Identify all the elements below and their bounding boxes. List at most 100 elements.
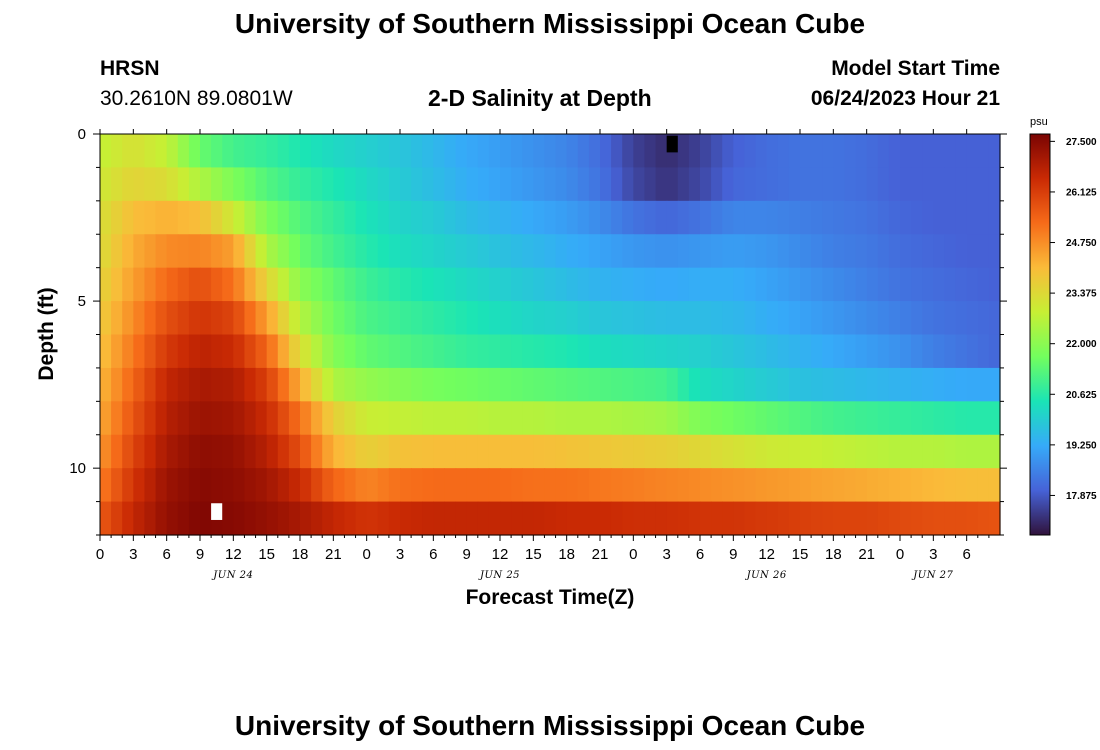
heatmap-cell <box>422 134 434 169</box>
heatmap-cell <box>733 367 746 402</box>
heatmap-cell <box>133 468 146 503</box>
heatmap-cell <box>977 134 990 169</box>
heatmap-cell <box>611 301 623 336</box>
heatmap-cell <box>788 501 801 536</box>
heatmap-cell <box>644 401 657 436</box>
x-tick-label: 0 <box>362 546 370 563</box>
heatmap-cell <box>288 468 301 503</box>
heatmap-cell <box>811 468 823 503</box>
heatmap-cell <box>655 367 668 402</box>
heatmap-cell <box>111 200 123 235</box>
heatmap-cell <box>688 134 701 169</box>
heatmap-cell <box>266 200 279 235</box>
heatmap-cell <box>711 468 723 503</box>
heatmap-cell <box>711 334 723 369</box>
heatmap-cell <box>300 301 312 336</box>
heatmap-cell <box>644 367 657 402</box>
x-tick-label: 18 <box>292 546 309 563</box>
heatmap-cell <box>844 334 857 369</box>
heatmap-cell <box>522 301 534 336</box>
model-start-value: 06/24/2023 Hour 21 <box>810 87 1000 110</box>
heatmap-cell <box>400 401 412 436</box>
heatmap-cell <box>722 134 734 169</box>
heatmap-cell <box>988 334 1001 369</box>
heatmap-cell <box>600 301 612 336</box>
heatmap-cell <box>111 167 123 202</box>
heatmap-cell <box>133 267 146 302</box>
heatmap-cell <box>255 234 268 269</box>
heatmap-cell <box>844 234 857 269</box>
heatmap-cell <box>966 301 979 336</box>
heatmap-cell <box>566 167 579 202</box>
heatmap-cell <box>411 134 423 169</box>
heatmap-cell <box>500 167 512 202</box>
heatmap-cell <box>400 501 412 536</box>
heatmap-cell <box>533 401 546 436</box>
heatmap-cell <box>255 367 268 402</box>
heatmap-cell <box>488 167 501 202</box>
heatmap-cell <box>677 334 690 369</box>
heatmap-cell <box>633 501 646 536</box>
heatmap-cell <box>855 134 868 169</box>
heatmap-cell <box>411 501 423 536</box>
heatmap-cell <box>800 434 812 469</box>
heatmap-cell <box>911 267 923 302</box>
x-tick-label: 3 <box>929 546 937 563</box>
x-tick-label: 18 <box>558 546 575 563</box>
heatmap-cell <box>355 167 368 202</box>
heatmap-cell <box>255 267 268 302</box>
heatmap-cell <box>600 267 612 302</box>
heatmap-cell <box>200 367 212 402</box>
heatmap-cell <box>500 134 512 169</box>
heatmap-cell <box>744 434 757 469</box>
heatmap-cell <box>777 301 790 336</box>
heatmap-cell <box>277 200 290 235</box>
heatmap-cell <box>833 468 846 503</box>
heatmap-cell <box>544 134 557 169</box>
heatmap-cell <box>555 301 568 336</box>
heatmap-cell <box>466 267 479 302</box>
heatmap-cell <box>100 267 112 302</box>
heatmap-cell <box>522 267 534 302</box>
heatmap-cell <box>255 167 268 202</box>
heatmap-cell <box>377 200 390 235</box>
heatmap-cell <box>977 167 990 202</box>
heatmap-cell <box>633 434 646 469</box>
heatmap-cell <box>466 334 479 369</box>
heatmap-cell <box>455 134 468 169</box>
heatmap-cell <box>811 401 823 436</box>
heatmap-cell <box>577 200 590 235</box>
heatmap-cell <box>955 401 968 436</box>
heatmap-cell <box>522 334 534 369</box>
heatmap-cell <box>366 267 379 302</box>
heatmap-cell <box>644 468 657 503</box>
heatmap-cell <box>144 200 157 235</box>
heatmap-cell <box>911 200 923 235</box>
heatmap-cell <box>577 134 590 169</box>
heatmap-cell <box>422 501 434 536</box>
heatmap-cell <box>611 468 623 503</box>
heatmap-cell <box>366 401 379 436</box>
footer-title: University of Southern Mississippi Ocean… <box>234 710 866 741</box>
heatmap-cell <box>544 401 557 436</box>
heatmap-cell <box>288 167 301 202</box>
heatmap-cell <box>300 501 312 536</box>
heatmap-cell <box>811 367 823 402</box>
heatmap-cell <box>277 401 290 436</box>
heatmap-cell <box>400 334 412 369</box>
heatmap-cell <box>577 401 590 436</box>
heatmap-cell <box>966 468 979 503</box>
heatmap-cell <box>266 301 279 336</box>
heatmap-cell <box>833 367 846 402</box>
heatmap-cell <box>877 334 890 369</box>
heatmap-cell <box>477 334 490 369</box>
heatmap-cell <box>477 434 490 469</box>
heatmap-cell <box>111 267 123 302</box>
heatmap-cell <box>388 267 401 302</box>
heatmap-cell <box>377 234 390 269</box>
heatmap-cell <box>744 468 757 503</box>
heatmap-cell <box>911 468 923 503</box>
heatmap-cell <box>633 200 646 235</box>
heatmap-cell <box>577 367 590 402</box>
heatmap-cell <box>988 501 1001 536</box>
